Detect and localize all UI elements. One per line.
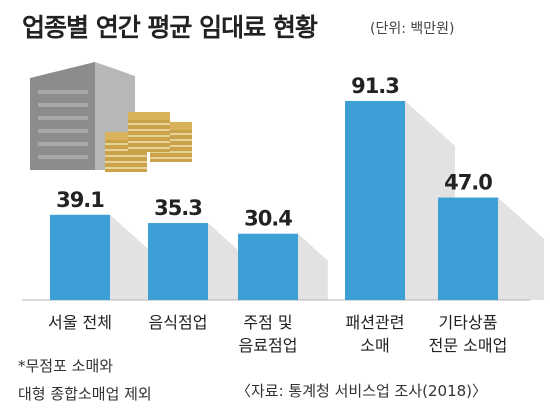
footnote-line: *무점포 소매와 — [18, 357, 114, 375]
bar — [238, 233, 298, 300]
bar — [50, 214, 110, 300]
category-label: 음료점업 — [239, 336, 298, 355]
value-label: 39.1 — [56, 188, 104, 212]
value-labels: 39.1 35.3 30.4 91.3 47.0 — [56, 74, 493, 231]
bar-shadow — [298, 233, 328, 300]
category-label: 패션관련 — [346, 313, 405, 332]
money-top — [128, 112, 170, 120]
building-window-row — [38, 155, 88, 159]
money-stack — [128, 118, 170, 152]
category-label: 소매 — [360, 336, 389, 355]
chart-title: 업종별 연간 평균 임대료 현황 — [22, 13, 318, 42]
building-window-row — [38, 103, 88, 107]
bar-shadows — [110, 100, 545, 300]
building-window-row — [38, 142, 88, 146]
value-label: 91.3 — [351, 74, 399, 98]
unit-label: (단위: 백만원) — [370, 21, 455, 37]
money-top — [150, 122, 192, 130]
illustration — [30, 62, 192, 172]
bar — [345, 100, 405, 300]
building-window-row — [38, 116, 88, 120]
bar — [438, 197, 498, 300]
bar-shadow — [498, 197, 545, 300]
bar-shadow — [208, 223, 243, 300]
bars — [50, 100, 498, 300]
footnote: *무점포 소매와 대형 종합소매업 제외 — [18, 352, 228, 408]
bar — [148, 223, 208, 300]
building-window-row — [38, 90, 88, 94]
money-stack-icon — [105, 112, 192, 172]
category-label: 기타상품 — [439, 313, 498, 332]
building-window-row — [38, 129, 88, 133]
value-label: 47.0 — [444, 171, 492, 195]
value-label: 35.3 — [154, 196, 202, 220]
category-label: 서울 전체 — [48, 313, 112, 332]
value-label: 30.4 — [244, 207, 292, 231]
category-label: 전문 소매업 — [429, 336, 508, 355]
footnote-line: 대형 종합소매업 제외 — [18, 385, 152, 403]
source-note: 〈자료: 통계청 서비스업 조사(2018)〉 — [236, 382, 488, 400]
money-top — [105, 132, 147, 140]
category-label: 음식점업 — [149, 313, 208, 332]
bar-shadow — [110, 214, 149, 300]
category-label: 주점 및 — [243, 313, 292, 332]
